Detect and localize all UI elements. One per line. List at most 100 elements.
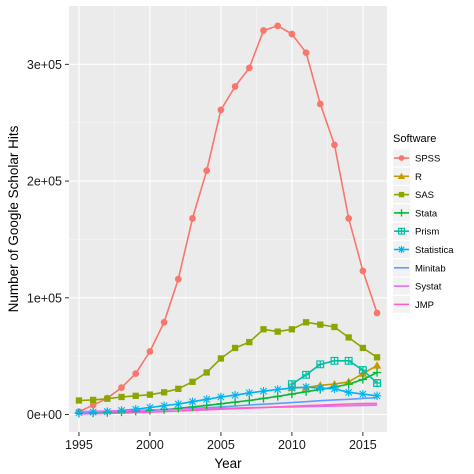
data-point-spss bbox=[373, 309, 381, 317]
data-point-spss bbox=[359, 267, 367, 275]
data-point-sas bbox=[288, 326, 296, 333]
data-point-spss bbox=[189, 215, 196, 222]
data-point-sas bbox=[274, 328, 281, 335]
data-point-prism bbox=[330, 356, 339, 365]
data-point-stata bbox=[245, 396, 254, 405]
data-point-sas bbox=[146, 391, 154, 398]
data-point-spss bbox=[146, 348, 154, 355]
y-tick-label: 2e+05 bbox=[27, 175, 62, 189]
data-point-statistica bbox=[74, 408, 84, 417]
legend-key-marker-r bbox=[397, 172, 406, 179]
legend-key-marker-statistica bbox=[397, 245, 406, 254]
legend-title: Software bbox=[393, 133, 436, 145]
y-tick-label: 0e+00 bbox=[27, 408, 62, 422]
data-point-stata bbox=[358, 375, 368, 384]
series-line-spss bbox=[78, 25, 378, 413]
legend-label-sas: SAS bbox=[415, 190, 434, 201]
data-point-statistica bbox=[145, 403, 155, 412]
data-point-statistica bbox=[216, 392, 226, 402]
data-point-prism bbox=[373, 379, 382, 387]
data-point-stata bbox=[273, 392, 282, 401]
legend-key-marker-prism bbox=[398, 227, 405, 235]
data-point-statistica bbox=[301, 382, 311, 392]
series-line-jmp bbox=[78, 402, 378, 415]
x-tick-label: 2015 bbox=[349, 438, 377, 452]
data-point-sas bbox=[317, 321, 324, 328]
data-point-sas bbox=[175, 385, 182, 392]
data-point-statistica bbox=[259, 386, 268, 396]
data-point-statistica bbox=[131, 405, 140, 414]
data-point-prism bbox=[358, 366, 367, 375]
data-point-statistica bbox=[202, 395, 211, 404]
series-points bbox=[74, 22, 382, 418]
plot-panel bbox=[69, 6, 387, 432]
data-point-sas bbox=[246, 338, 253, 346]
y-tick-label: 3e+05 bbox=[27, 58, 62, 72]
x-axis-title: Year bbox=[214, 456, 242, 471]
data-point-statistica bbox=[159, 401, 169, 410]
data-point-prism bbox=[302, 370, 311, 379]
x-tick-label: 2010 bbox=[278, 438, 306, 452]
data-point-statistica bbox=[372, 391, 382, 401]
data-point-statistica bbox=[287, 384, 297, 393]
data-point-statistica bbox=[358, 389, 368, 399]
data-point-spss bbox=[118, 384, 125, 392]
data-point-sas bbox=[189, 378, 196, 385]
data-point-sas bbox=[75, 397, 83, 404]
data-point-prism bbox=[316, 360, 325, 369]
y-axis-title: Number of Google Scholar Hits bbox=[6, 125, 21, 312]
legend: Software SPSS R SAS Stata Prism Statistica Min… bbox=[393, 133, 454, 313]
data-point-spss bbox=[217, 106, 225, 114]
legend-label-spss: SPSS bbox=[415, 154, 440, 165]
data-point-statistica bbox=[117, 406, 126, 415]
data-point-sas bbox=[302, 319, 310, 326]
data-point-prism bbox=[344, 356, 353, 365]
data-point-statistica bbox=[245, 388, 254, 398]
data-point-stata bbox=[372, 368, 382, 377]
data-point-spss bbox=[160, 318, 168, 326]
data-point-spss bbox=[331, 141, 338, 149]
legend-label-stata: Stata bbox=[415, 208, 438, 219]
data-point-spss bbox=[316, 100, 324, 108]
data-point-r bbox=[372, 361, 382, 369]
legend-label-r: R bbox=[415, 172, 422, 183]
data-point-sas bbox=[260, 326, 267, 333]
legend-label-statistica: Statistica bbox=[415, 245, 454, 256]
legend-key-marker-spss bbox=[398, 155, 405, 161]
data-point-sas bbox=[231, 344, 239, 352]
data-point-spss bbox=[231, 83, 239, 90]
legend-label-systat: Systat bbox=[415, 282, 442, 293]
legend-label-prism: Prism bbox=[415, 227, 439, 238]
data-point-statistica bbox=[88, 407, 98, 417]
data-point-spss bbox=[174, 275, 182, 283]
data-point-spss bbox=[132, 370, 140, 378]
data-point-statistica bbox=[316, 384, 325, 393]
data-point-sas bbox=[89, 396, 97, 404]
data-point-sas bbox=[160, 389, 168, 396]
data-point-stata bbox=[344, 379, 353, 389]
data-point-spss bbox=[345, 215, 353, 222]
data-point-spss bbox=[89, 401, 97, 409]
data-point-sas bbox=[203, 369, 210, 376]
data-point-statistica bbox=[230, 391, 240, 400]
data-point-statistica bbox=[174, 399, 183, 409]
data-point-spss bbox=[288, 30, 296, 38]
series-line-sas bbox=[78, 321, 378, 402]
data-point-statistica bbox=[188, 397, 197, 406]
data-point-statistica bbox=[330, 384, 339, 394]
axes: 1995 2000 2005 2010 2015 0e+00 1e+05 2e+05 3e+05 bbox=[27, 58, 377, 452]
data-point-sas bbox=[104, 395, 111, 402]
data-point-sas bbox=[331, 323, 338, 331]
data-point-spss bbox=[274, 22, 282, 30]
data-point-sas bbox=[359, 344, 367, 352]
data-point-stata bbox=[259, 394, 268, 403]
data-point-sas bbox=[373, 354, 381, 361]
data-point-statistica bbox=[103, 407, 112, 416]
data-point-statistica bbox=[273, 385, 282, 394]
data-point-sas bbox=[217, 355, 225, 362]
data-point-spss bbox=[245, 64, 253, 72]
x-tick-label: 2000 bbox=[136, 438, 164, 452]
y-tick-label: 1e+05 bbox=[27, 291, 62, 305]
data-point-spss bbox=[203, 167, 211, 174]
